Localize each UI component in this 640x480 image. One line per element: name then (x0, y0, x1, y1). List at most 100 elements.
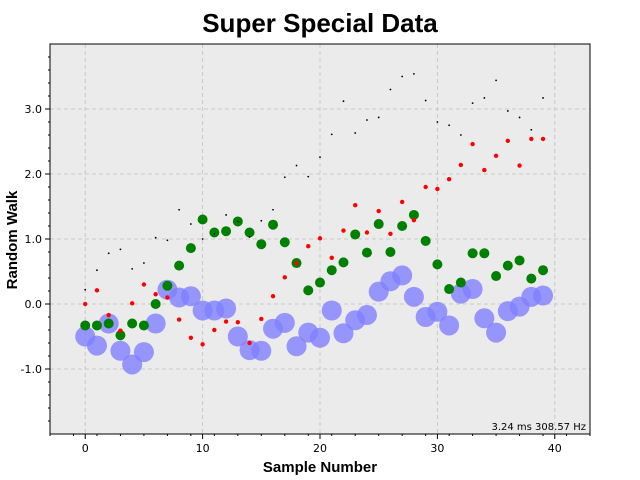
data-point (432, 259, 443, 270)
data-point (542, 97, 544, 99)
data-point (392, 265, 413, 286)
data-point (80, 320, 91, 331)
data-point (401, 75, 404, 78)
data-point (96, 269, 98, 272)
data-point (244, 227, 255, 238)
data-point (366, 119, 368, 121)
data-point (178, 208, 181, 211)
data-point (342, 100, 345, 103)
grid (50, 44, 590, 434)
data-point (315, 277, 325, 288)
data-point (143, 262, 145, 264)
data-point (389, 88, 392, 91)
data-point (209, 227, 220, 238)
data-point (330, 133, 333, 136)
data-point (303, 285, 314, 296)
x-tick-label: 0 (82, 442, 89, 455)
x-tick-label: 30 (430, 442, 444, 455)
chart-title: Super Special Data (202, 8, 438, 38)
data-point (223, 319, 229, 324)
data-point (106, 312, 111, 318)
data-point (385, 247, 396, 257)
data-point (150, 299, 161, 309)
data-point (119, 248, 122, 251)
x-tick-label: 20 (313, 442, 327, 455)
data-point (377, 116, 380, 119)
data-point (458, 162, 464, 168)
data-point (479, 248, 490, 259)
data-point (236, 220, 239, 223)
data-point (131, 268, 134, 270)
data-point (83, 301, 88, 307)
data-point (388, 231, 393, 236)
data-point (517, 163, 522, 168)
data-point (133, 342, 154, 363)
data-point (162, 280, 173, 291)
data-point (279, 237, 290, 248)
series-1 (75, 265, 554, 375)
data-point (283, 176, 286, 179)
data-point (435, 186, 440, 192)
series-2 (80, 209, 549, 341)
data-point (329, 255, 334, 261)
data-point (474, 308, 495, 329)
data-point (427, 301, 448, 322)
y-axis-label: Random Walk (4, 190, 21, 289)
data-point (326, 265, 337, 276)
data-point (493, 153, 499, 158)
data-point (403, 286, 424, 307)
data-point (530, 128, 533, 131)
data-point (462, 279, 483, 300)
y-tick-label: 0.0 (25, 298, 43, 311)
data-point (127, 318, 138, 329)
data-point (270, 294, 276, 299)
data-point (455, 277, 466, 288)
data-point (317, 236, 323, 241)
data-point (361, 247, 372, 258)
data-point (307, 175, 310, 178)
data-point (495, 79, 497, 82)
data-point (423, 184, 428, 190)
data-point (286, 336, 307, 357)
data-point (397, 221, 408, 231)
data-point (197, 214, 208, 225)
data-point (354, 132, 357, 134)
data-point (411, 217, 417, 223)
data-point (180, 286, 201, 307)
data-point (439, 315, 460, 336)
data-point (350, 229, 361, 240)
data-point (221, 226, 232, 237)
data-point (274, 312, 295, 333)
data-point (470, 141, 475, 147)
data-point (103, 318, 114, 329)
data-point (212, 327, 217, 333)
data-point (341, 228, 346, 233)
data-point (153, 292, 158, 297)
data-point (471, 102, 474, 105)
data-point (436, 121, 439, 123)
data-point (364, 230, 370, 235)
data-point (110, 340, 131, 361)
data-point (247, 340, 252, 346)
data-point (166, 239, 169, 242)
data-point (107, 252, 110, 255)
x-axis-label: Sample Number (263, 459, 377, 476)
data-point (225, 214, 227, 216)
data-point (373, 219, 384, 230)
data-point (502, 260, 513, 271)
y-tick-label: -1.0 (21, 363, 42, 376)
data-point (141, 282, 147, 287)
data-point (540, 136, 546, 142)
data-point (333, 323, 354, 344)
data-point (176, 317, 182, 322)
data-point (310, 327, 330, 348)
data-point (514, 255, 525, 266)
data-point (84, 288, 87, 291)
data-point (129, 301, 135, 306)
x-tick-label: 40 (548, 442, 562, 455)
data-point (282, 275, 287, 280)
data-point (353, 203, 358, 208)
data-point (413, 73, 415, 75)
data-point (505, 138, 511, 144)
data-point (268, 219, 279, 230)
